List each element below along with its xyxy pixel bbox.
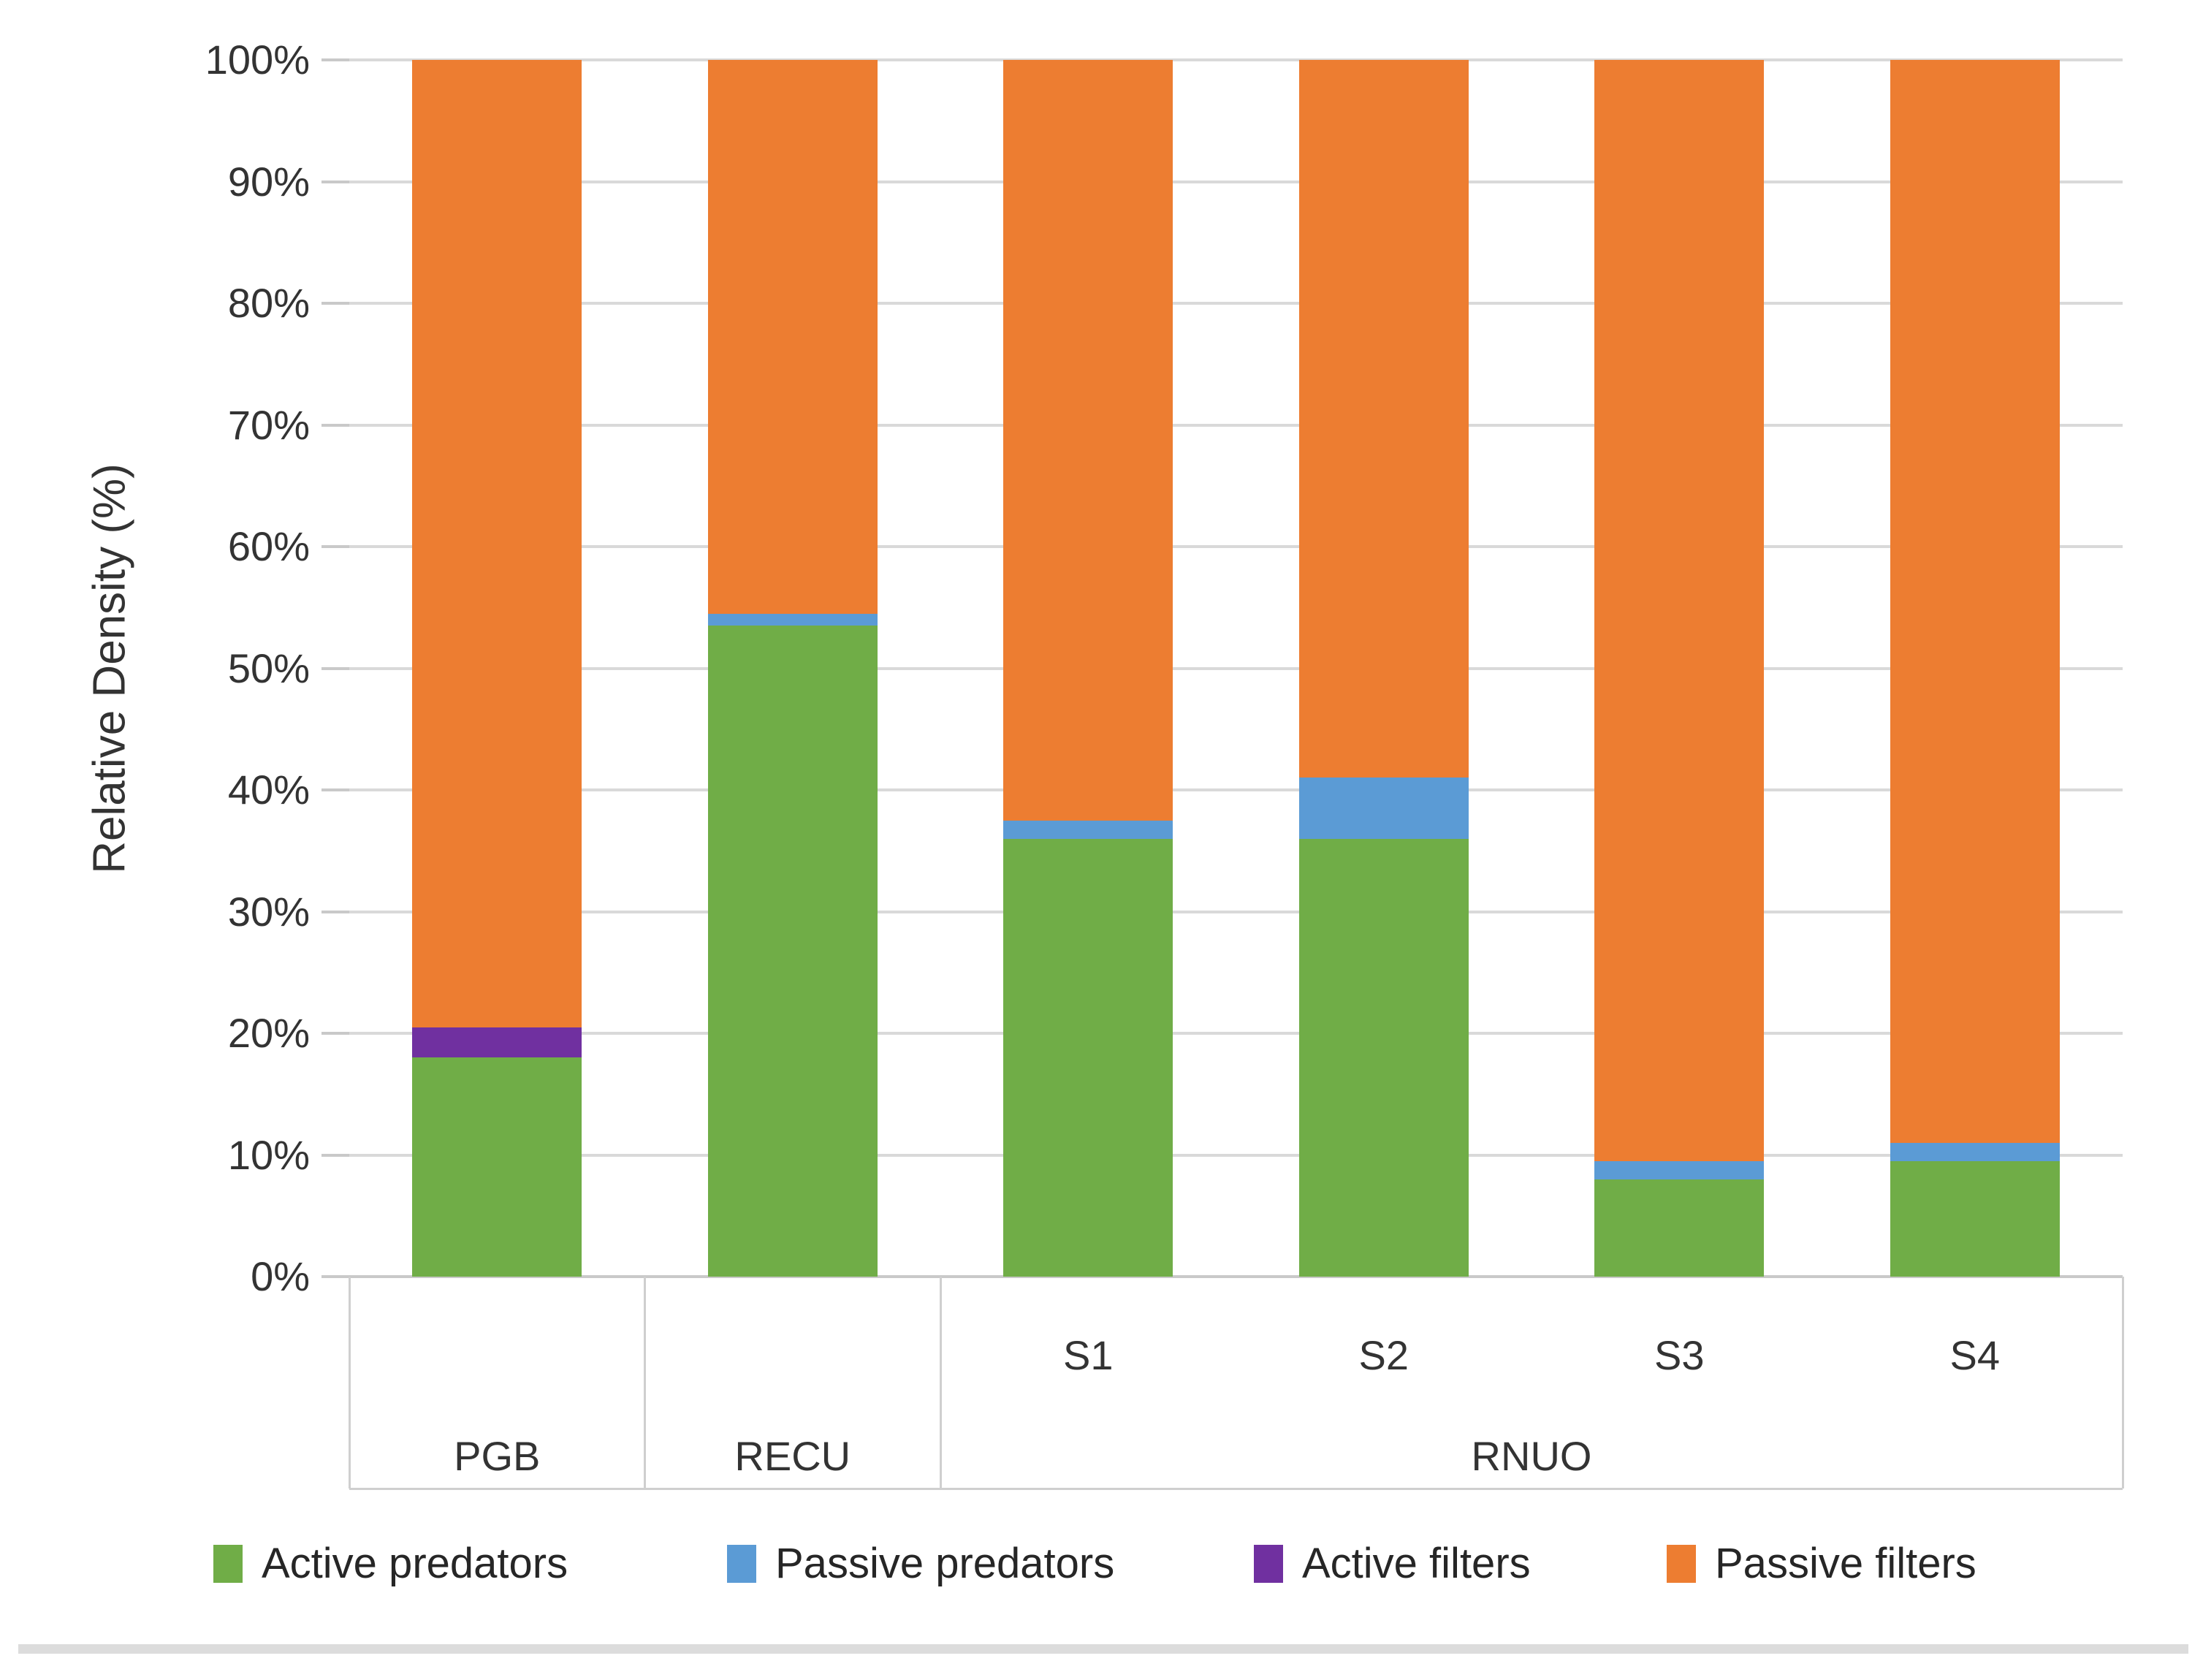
y-tick-label: 30% (227, 888, 310, 935)
bottom-divider (18, 1644, 2188, 1654)
legend-label: Passive filters (1715, 1540, 1976, 1587)
bar-s3 (1594, 60, 1765, 1277)
x-group-label-pgb: PGB (454, 1433, 541, 1479)
y-tick-label: 70% (227, 401, 310, 448)
category-table-border (644, 1277, 646, 1489)
bar-s2 (1298, 60, 1469, 1277)
x-group-label-recu: RECU (734, 1433, 851, 1479)
gridline (349, 302, 2123, 305)
y-tick-mark (321, 180, 349, 183)
y-tick-mark (321, 788, 349, 791)
gridline (349, 910, 2123, 913)
gridline (349, 1153, 2123, 1157)
gridline (349, 666, 2123, 670)
y-tick-label: 60% (227, 523, 310, 569)
y-tick-label: 100% (205, 37, 310, 83)
category-table-border (2121, 1277, 2124, 1489)
x-sub-label-s2: S2 (1358, 1332, 1409, 1378)
y-tick-mark (321, 58, 349, 61)
bar-pgb (412, 60, 582, 1277)
y-tick-mark (321, 302, 349, 305)
legend-item-active-predators: Active predators (213, 1540, 568, 1587)
x-sub-label-s1: S1 (1063, 1332, 1114, 1378)
gridline (349, 423, 2123, 427)
bar-segment-passive-predators (707, 613, 878, 626)
y-tick-mark (321, 666, 349, 670)
gridline (349, 180, 2123, 183)
gridline (349, 58, 2123, 61)
bar-segment-active-filters (412, 1027, 582, 1058)
y-tick-label: 0% (251, 1253, 310, 1299)
y-tick-mark (321, 1275, 349, 1278)
category-table-border (939, 1277, 942, 1489)
y-tick-label: 40% (227, 767, 310, 813)
legend-swatch-icon (1667, 1545, 1696, 1583)
bar-segment-passive-filters (707, 60, 878, 614)
y-tick-mark (321, 910, 349, 913)
y-tick-label: 20% (227, 1010, 310, 1056)
y-tick-label: 90% (227, 158, 310, 205)
bar-segment-passive-filters (412, 60, 582, 1027)
bar-segment-passive-predators (1890, 1142, 2060, 1161)
legend-label: Passive predators (775, 1540, 1115, 1587)
x-axis-line (349, 1275, 2123, 1278)
bar-segment-active-predators (1594, 1179, 1765, 1277)
legend-item-active-filters: Active filters (1254, 1540, 1531, 1587)
y-tick-label: 10% (227, 1131, 310, 1178)
legend-swatch-icon (727, 1545, 756, 1583)
bar-segment-active-predators (1890, 1160, 2060, 1277)
category-table-bottom-border (349, 1487, 2123, 1490)
bar-s1 (1003, 60, 1173, 1277)
y-tick-mark (321, 1153, 349, 1157)
bar-segment-passive-predators (1003, 820, 1173, 839)
x-sub-label-s4: S4 (1949, 1332, 2001, 1378)
legend-item-passive-predators: Passive predators (727, 1540, 1115, 1587)
legend-label: Active predators (262, 1540, 568, 1587)
gridline (349, 788, 2123, 791)
bar-segment-active-predators (412, 1057, 582, 1277)
legend-item-passive-filters: Passive filters (1667, 1540, 1976, 1587)
bar-segment-passive-predators (1594, 1160, 1765, 1179)
bar-segment-passive-filters (1594, 60, 1765, 1161)
bar-segment-active-predators (707, 626, 878, 1277)
y-tick-mark (321, 1032, 349, 1035)
gridline (349, 545, 2123, 548)
bar-segment-passive-filters (1003, 60, 1173, 821)
y-tick-mark (321, 545, 349, 548)
category-table-border (348, 1277, 351, 1489)
x-group-label-rnuo: RNUO (1471, 1433, 1592, 1479)
y-tick-label: 50% (227, 645, 310, 691)
x-sub-label-s3: S3 (1654, 1332, 1705, 1378)
legend-swatch-icon (1254, 1545, 1283, 1583)
bar-segment-passive-filters (1890, 60, 2060, 1143)
y-tick-label: 80% (227, 280, 310, 326)
y-tick-mark (321, 423, 349, 427)
bar-recu (707, 60, 878, 1277)
gridline (349, 1032, 2123, 1035)
legend-swatch-icon (213, 1545, 243, 1583)
bar-s4 (1890, 60, 2060, 1277)
bar-segment-active-predators (1003, 838, 1173, 1277)
bar-segment-active-predators (1298, 838, 1469, 1277)
bar-segment-passive-filters (1298, 60, 1469, 778)
legend-label: Active filters (1302, 1540, 1531, 1587)
bar-segment-passive-predators (1298, 778, 1469, 839)
